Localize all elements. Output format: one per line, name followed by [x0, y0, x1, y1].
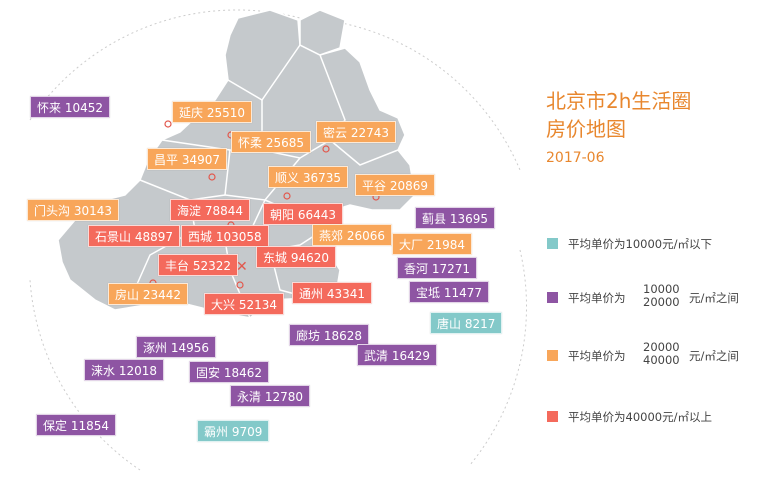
map-date: 2017-06 — [546, 150, 605, 166]
area-label-laishui: 涞水 12018 — [84, 359, 164, 381]
area-label-xianghe: 香河 17271 — [397, 257, 477, 279]
area-label-shunyi: 顺义 36735 — [268, 166, 348, 188]
area-label-guan: 固安 18462 — [189, 361, 269, 383]
area-label-baodi: 宝坻 11477 — [409, 281, 489, 303]
area-label-haidian: 海淀 78844 — [170, 199, 250, 221]
legend-item-mid: 平均单价为 10000 20000 元/㎡之间 — [547, 283, 767, 313]
outer-region-shape — [299, 9, 346, 56]
legend-suffix-mid: 元/㎡之间 — [689, 291, 739, 305]
area-label-fengtai: 丰台 52322 — [158, 254, 238, 276]
legend-item-low: 平均单价为10000元/㎡以下 — [547, 236, 767, 266]
area-label-dachang: 大厂 21984 — [392, 233, 472, 255]
area-label-fangshan: 房山 23442 — [108, 283, 188, 305]
legend-prefix-high: 平均单价为 — [568, 349, 626, 363]
capital-star-icon: ✕ — [236, 259, 248, 275]
area-label-jixian: 蓟县 13695 — [415, 207, 495, 229]
area-label-yongqing: 永清 12780 — [230, 385, 310, 407]
legend-range-mid-bottom: 20000 — [643, 295, 680, 309]
area-label-yanjiao: 燕郊 26066 — [312, 224, 392, 246]
area-label-mentougou: 门头沟 30143 — [27, 199, 119, 221]
legend-swatch-mid — [547, 292, 558, 303]
area-label-huairou: 怀柔 25685 — [231, 131, 311, 153]
legend-item-high: 平均单价为 20000 40000 元/㎡之间 — [547, 341, 767, 371]
area-label-yanqing: 延庆 25510 — [172, 101, 252, 123]
legend-range-high-bottom: 40000 — [643, 353, 680, 367]
legend-swatch-low — [547, 238, 558, 249]
area-label-wuqing: 武清 16429 — [357, 344, 437, 366]
legend-range-mid: 10000 20000 — [643, 283, 680, 309]
area-label-chaoyang: 朝阳 66443 — [263, 203, 343, 225]
legend-swatch-high — [547, 350, 558, 361]
legend-swatch-top — [547, 411, 558, 422]
area-label-bazhou: 霸州 9709 — [197, 420, 270, 442]
area-label-dongcheng: 东城 94620 — [256, 246, 336, 268]
area-label-miyun: 密云 22743 — [316, 121, 396, 143]
area-label-xicheng: 西城 103058 — [181, 225, 269, 247]
legend-range-high: 20000 40000 — [643, 341, 680, 367]
area-label-langfang: 廊坊 18628 — [289, 324, 369, 346]
map-subtitle: 房价地图 — [546, 117, 626, 141]
area-label-tangshan: 唐山 8217 — [430, 312, 503, 334]
map-title: 北京市2h生活圈 — [546, 89, 692, 113]
area-label-baoding: 保定 11854 — [36, 414, 116, 436]
area-label-tongzhou: 通州 43341 — [292, 282, 372, 304]
area-label-huailai: 怀来 10452 — [30, 96, 110, 118]
legend-suffix-high: 元/㎡之间 — [689, 349, 739, 363]
legend-label-top: 平均单价为40000元/㎡以上 — [568, 410, 712, 424]
area-label-zhuozhou: 涿州 14956 — [136, 336, 216, 358]
legend-item-top: 平均单价为40000元/㎡以上 — [547, 409, 767, 439]
legend-prefix-mid: 平均单价为 — [568, 291, 626, 305]
legend-range-high-top: 20000 — [643, 340, 680, 354]
area-label-changping: 昌平 34907 — [147, 148, 227, 170]
area-label-pinggu: 平谷 20869 — [355, 174, 435, 196]
area-label-shijingshan: 石景山 48897 — [88, 225, 180, 247]
legend-range-mid-top: 10000 — [643, 282, 680, 296]
legend-label-low: 平均单价为10000元/㎡以下 — [568, 237, 712, 251]
area-label-daxing: 大兴 52134 — [204, 293, 284, 315]
